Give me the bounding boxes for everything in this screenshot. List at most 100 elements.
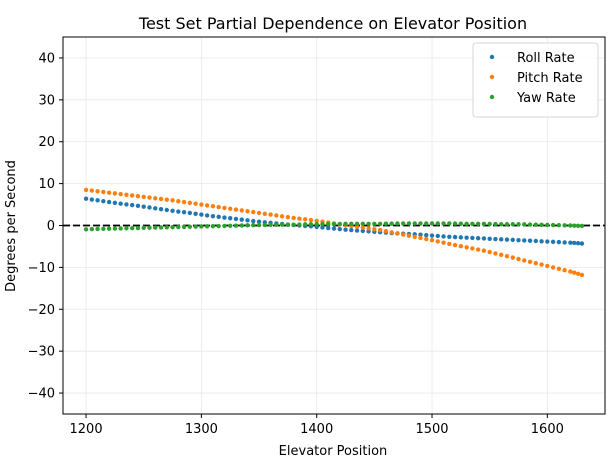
data-point [118,201,123,206]
data-point [251,209,256,215]
data-point [233,207,239,212]
data-point [475,236,481,241]
data-point [176,199,181,204]
data-point [193,211,198,216]
data-point [572,223,577,228]
data-point [464,235,469,240]
legend-marker [489,54,495,60]
data-point [575,271,581,277]
data-point [510,237,515,243]
data-point [239,208,244,213]
series-pitch-rate [83,187,585,278]
data-point [562,240,567,245]
data-point [279,214,285,219]
data-point [458,221,464,226]
data-point [245,218,250,223]
data-point [418,235,423,241]
data-point [556,239,562,245]
data-point [181,199,187,205]
data-point [331,226,337,231]
data-point [383,229,389,234]
data-point [429,221,435,226]
data-point [106,226,112,231]
data-point [83,196,89,201]
data-point [204,224,210,229]
data-point [210,223,216,229]
data-point [95,198,100,203]
data-point [487,236,492,241]
y-tick-label: −40 [28,387,55,402]
data-point [389,230,394,235]
data-point [101,199,106,204]
data-point [112,226,118,231]
data-point [527,259,533,265]
data-point [579,223,585,229]
data-point [291,215,296,221]
data-point [545,222,550,228]
y-axis-ticks: −40 −30 −20 −10 0 10 20 30 40 [28,51,63,402]
data-point [314,218,319,224]
data-point [222,205,227,211]
y-axis-label: Degrees per Second [4,160,19,292]
data-point [424,221,429,226]
data-point [124,226,129,231]
data-point [481,221,487,227]
data-point [129,193,135,198]
data-point [262,211,268,216]
data-point [562,267,567,273]
data-point [527,222,533,227]
data-point [337,221,342,227]
data-point [228,223,233,228]
data-point [533,261,539,266]
data-point [556,266,562,271]
data-point [320,222,325,227]
data-point [101,226,106,232]
data-point [458,235,464,240]
x-tick-label: 1300 [185,422,218,437]
data-point [556,223,562,228]
data-point [158,206,164,212]
data-point [129,225,135,231]
data-point [129,202,135,208]
y-tick-label: 40 [38,51,55,66]
data-point [475,247,481,252]
data-point [504,222,510,227]
y-tick-label: −10 [28,261,55,276]
data-point [181,210,187,215]
data-point [112,200,118,206]
data-point [268,222,273,228]
data-point [164,197,169,202]
data-point [95,226,100,232]
data-point [572,270,577,275]
data-point [268,212,273,217]
data-point [256,210,262,216]
series-yaw-rate [83,221,585,232]
data-point [314,222,319,227]
data-point [147,205,152,210]
data-point [164,225,169,230]
data-point [256,219,262,224]
data-point [210,204,216,209]
data-point [158,196,164,202]
data-point [452,234,458,240]
data-point [366,226,371,231]
data-point [164,207,169,213]
chart-title: Test Set Partial Dependence on Elevator … [138,14,527,33]
data-point [447,221,452,226]
data-point [406,233,412,238]
x-tick-label: 1500 [415,422,448,437]
x-tick-label: 1200 [70,422,103,437]
data-point [481,236,487,241]
data-point [326,225,331,231]
legend-label: Yaw Rate [516,91,576,106]
data-point [516,237,521,243]
data-point [441,221,446,226]
data-point [568,223,573,228]
data-point [222,223,227,229]
data-point [435,221,440,226]
data-point [106,190,112,195]
data-point [487,221,492,227]
data-point [470,221,475,227]
data-point [176,209,181,214]
